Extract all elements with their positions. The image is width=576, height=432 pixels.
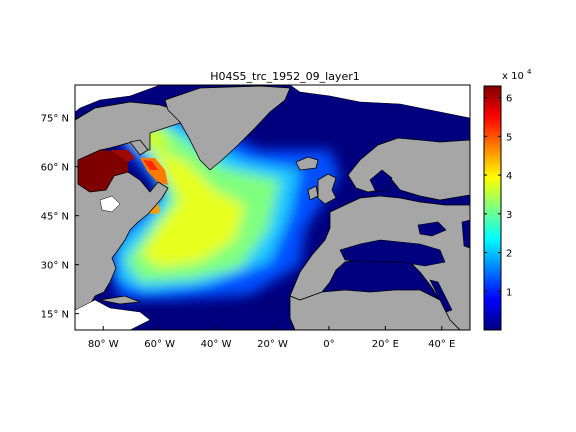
colorbar-tick-label: 3 (506, 210, 512, 221)
land-labrador (129, 139, 149, 156)
hudson-strait-red (110, 150, 135, 162)
map-title: H04S5_trc_1952_09_layer1 (210, 70, 359, 83)
colorbar-tick-label: 2 (506, 249, 512, 260)
land-north-america (75, 101, 186, 311)
land-ireland (307, 185, 319, 201)
colorbar-gradient (483, 85, 502, 331)
lat-tick-label: 30° N (41, 261, 69, 272)
map-panel (74, 84, 471, 331)
colorbar-ticks: 1 2 3 4 5 6 (484, 94, 512, 298)
lon-tick-label: 20° E (372, 339, 399, 350)
hotspot-red (143, 160, 158, 170)
lon-tick-label: 60° W (144, 339, 175, 350)
land-cuba (99, 295, 141, 305)
unfilled-north-greenland (289, 85, 470, 119)
unfilled-lakes (99, 195, 121, 213)
colorbar-tick-label: 6 (506, 94, 512, 105)
baltic-sea (369, 169, 393, 193)
colorbar-tick-label: 5 (506, 132, 512, 143)
lon-tick-label: 20° W (257, 339, 288, 350)
hudson-bay-max (78, 150, 128, 192)
lon-axis: 80° W 60° W 40° W 20° W 0° 20° E 40° E (88, 326, 455, 350)
lat-tick-label: 15° N (41, 310, 69, 321)
unfilled-north-america (75, 85, 161, 113)
colorbar-multiplier: x 10 4 (502, 68, 532, 82)
land-iceland (295, 156, 319, 171)
caspian-sea (461, 219, 470, 249)
colorbar: 1 2 3 4 5 6 x 10 4 (483, 68, 532, 331)
lat-tick-label: 60° N (41, 163, 69, 174)
black-sea (417, 221, 447, 237)
lon-tick-label: 80° W (88, 339, 119, 350)
lat-tick-label: 75° N (41, 114, 69, 125)
mediterranean-sea (339, 239, 446, 267)
red-sea (429, 279, 453, 313)
unfilled-caribbean (75, 299, 151, 330)
lat-tick-label: 45° N (41, 212, 69, 223)
colorbar-multiplier-exponent: 4 (527, 68, 532, 76)
lon-tick-label: 40° W (201, 339, 232, 350)
lon-tick-label: 40° E (428, 339, 455, 350)
lat-axis: 15° N 30° N 45° N 60° N 75° N (41, 114, 79, 321)
land-greenland (164, 85, 291, 171)
colorbar-tick-label: 4 (506, 171, 512, 182)
land-africa-west (289, 289, 461, 330)
land-britain (317, 173, 337, 205)
colorbar-tick-label: 1 (506, 287, 512, 298)
colorbar-multiplier-base: x 10 (502, 71, 524, 82)
lon-tick-label: 0° (323, 339, 334, 350)
